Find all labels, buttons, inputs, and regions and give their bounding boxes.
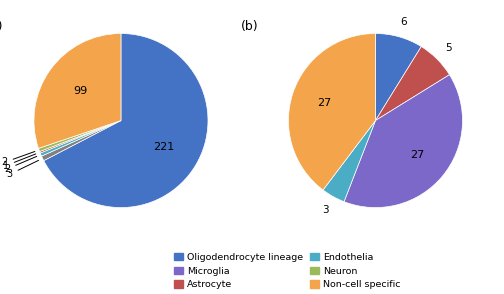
Wedge shape [40, 121, 121, 153]
Text: 99: 99 [73, 86, 87, 96]
Text: (b): (b) [240, 21, 258, 34]
Wedge shape [375, 34, 421, 121]
Text: 2: 2 [2, 151, 35, 167]
Text: 1: 1 [3, 154, 36, 171]
Legend: Oligodendrocyte lineage, Microglia, Astrocyte, Endothelia, Neuron, Non-cell spec: Oligodendrocyte lineage, Microglia, Astr… [174, 253, 400, 289]
Text: 27: 27 [317, 98, 332, 108]
Wedge shape [344, 75, 463, 208]
Text: 2: 2 [4, 156, 37, 174]
Wedge shape [40, 121, 121, 156]
Wedge shape [323, 121, 375, 202]
Text: 5: 5 [445, 43, 452, 53]
Wedge shape [34, 34, 121, 148]
Wedge shape [44, 34, 208, 208]
Text: 27: 27 [410, 150, 424, 160]
Wedge shape [41, 121, 121, 161]
Wedge shape [288, 34, 375, 190]
Text: (a): (a) [0, 21, 4, 34]
Text: 3: 3 [322, 205, 329, 215]
Text: 3: 3 [7, 160, 38, 179]
Text: 6: 6 [400, 17, 407, 27]
Wedge shape [38, 121, 121, 151]
Wedge shape [375, 46, 450, 121]
Text: 221: 221 [154, 142, 175, 152]
